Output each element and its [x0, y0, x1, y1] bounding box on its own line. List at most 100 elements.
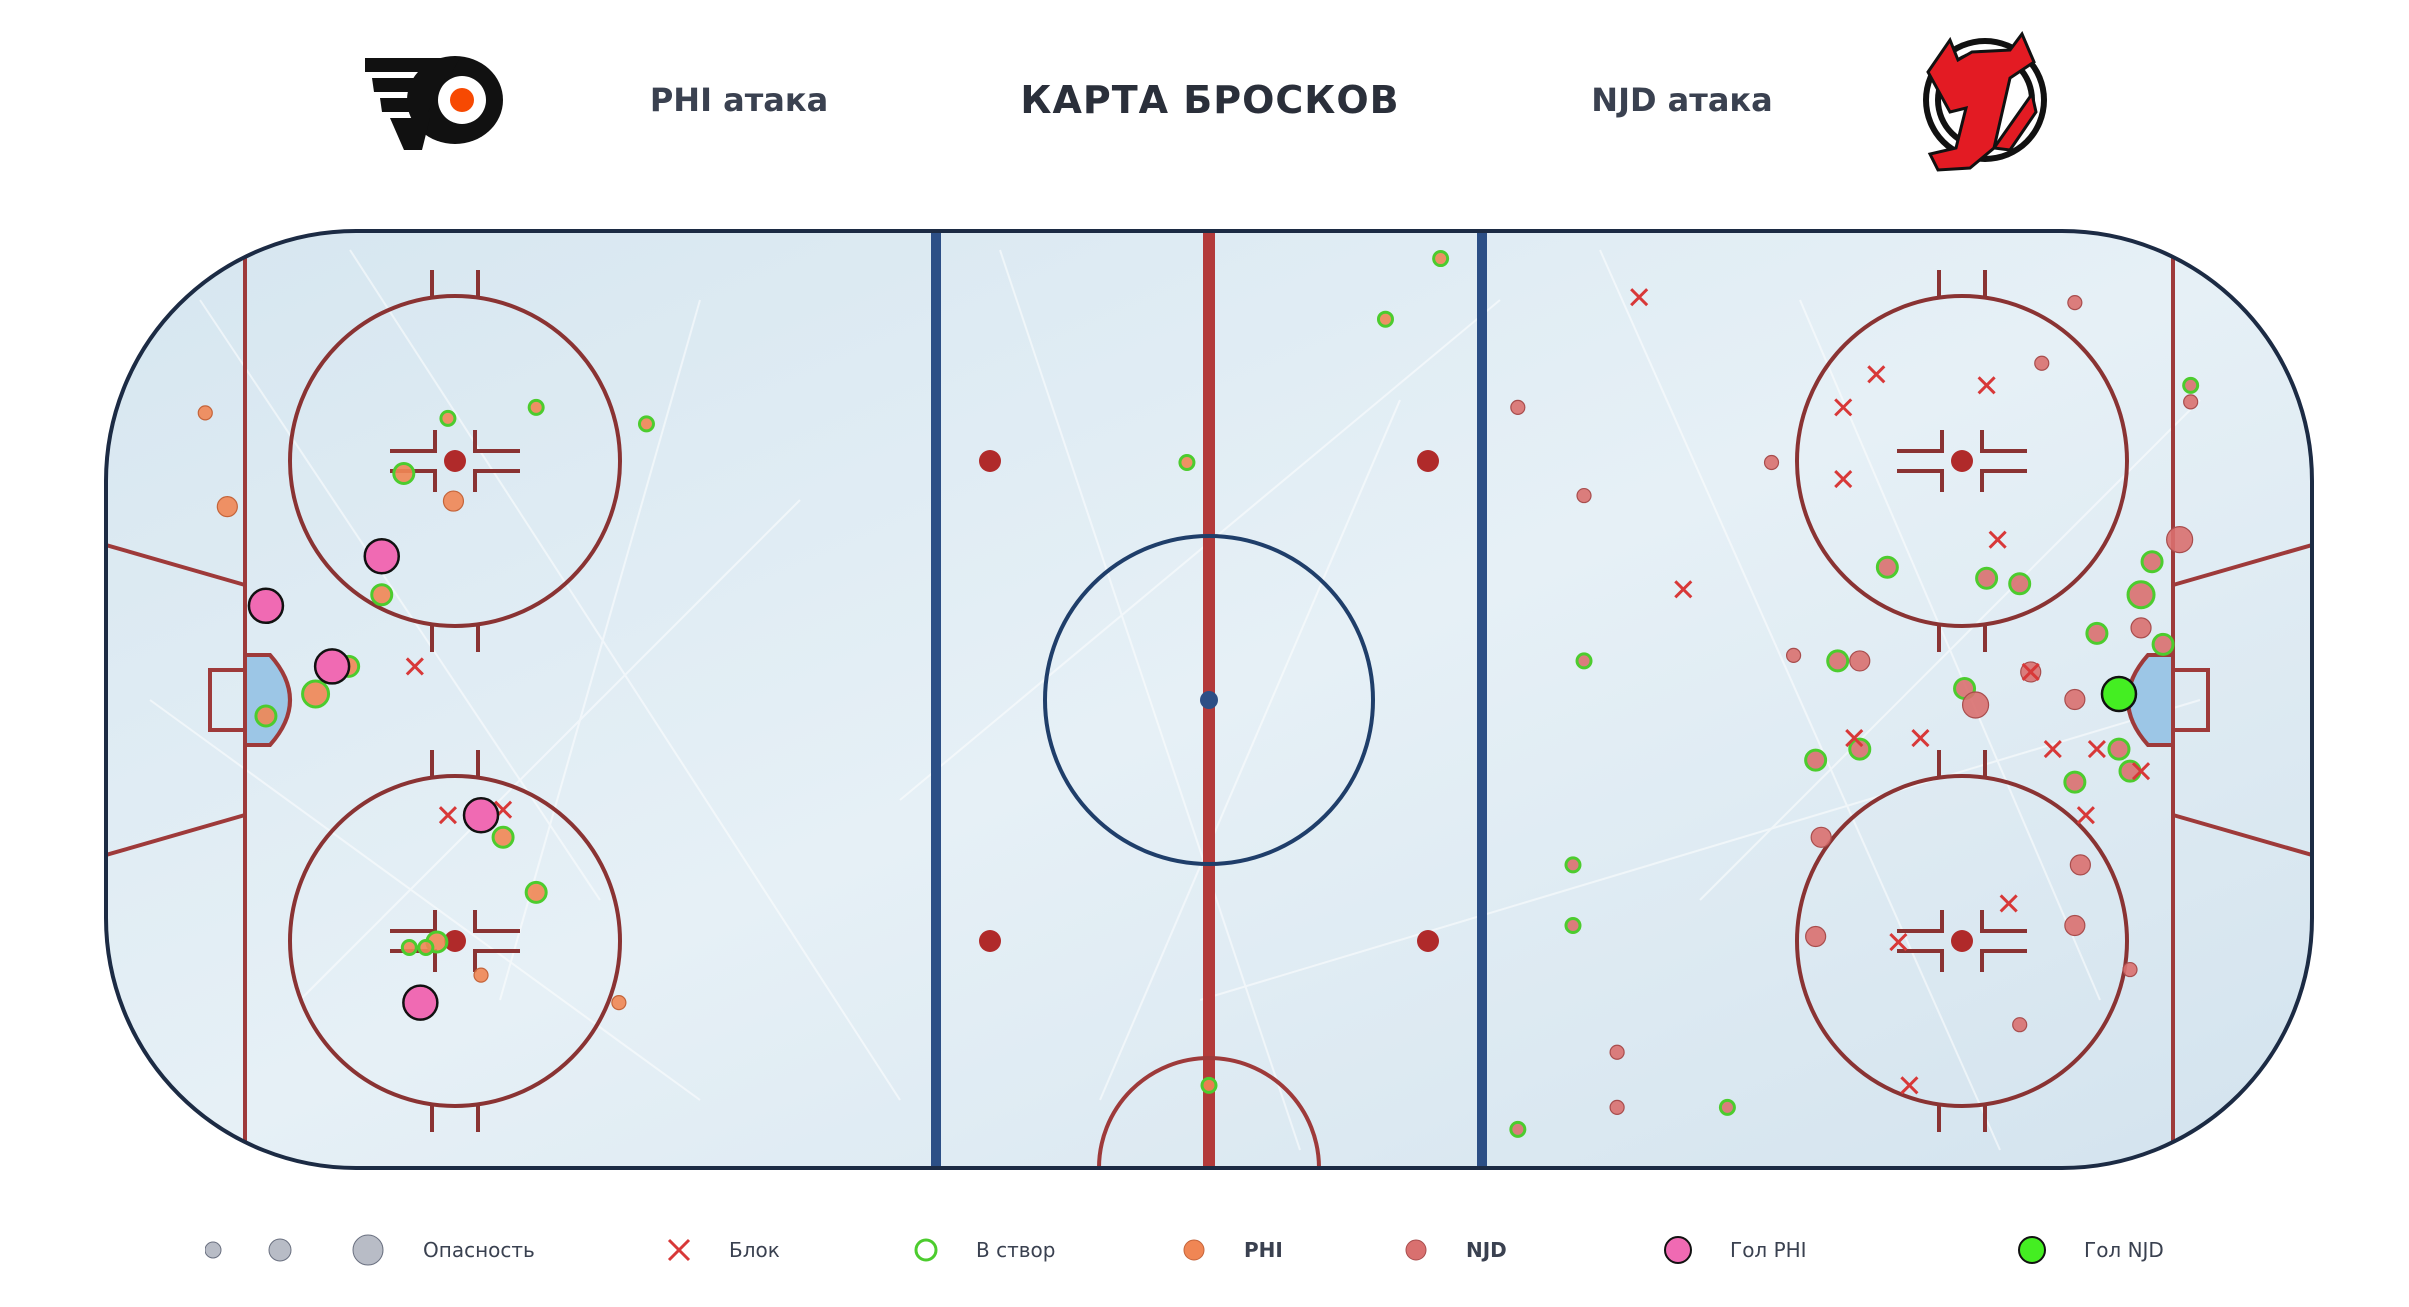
block-mark-0 [405, 657, 424, 676]
block-mark-5 [1834, 398, 1853, 417]
njd-shot-35 [2122, 961, 2138, 978]
block-mark-12 [1911, 729, 1930, 748]
block-mark-19 [1900, 1076, 1919, 1095]
legend-danger-label: Опасность [423, 1238, 535, 1262]
phi-attack-label: PHI атака [649, 81, 829, 119]
phi-dot-icon [1183, 1239, 1205, 1261]
legend-phi-label: PHI [1244, 1238, 1283, 1262]
danger-size-icon [205, 1234, 384, 1266]
block-mark-10 [2021, 662, 2040, 682]
njd-shot-31 [1564, 856, 1582, 874]
njd-shot-5 [2182, 376, 2200, 394]
phi-shot-14 [417, 939, 435, 957]
goal-phi-0 [363, 537, 400, 575]
phi-shot-12 [524, 880, 548, 904]
legend-goal-phi: Гол PHI [1662, 1234, 1807, 1266]
njd-shot-26 [2107, 737, 2131, 761]
njd-shot-22 [1826, 649, 1850, 673]
njd-shot-23 [1849, 650, 1871, 672]
njd-shot-8 [2140, 550, 2164, 574]
block-mark-17 [1999, 894, 2018, 913]
legend-on-target-label: В створ [976, 1238, 1056, 1262]
goal-phi-icon [1664, 1236, 1692, 1264]
devils-logo [1923, 31, 2047, 172]
njd-shot-25 [1848, 737, 1872, 761]
njd-shot-3 [2067, 295, 2083, 311]
njd-shot-24 [1804, 748, 1828, 772]
legend-block-label: Блок [729, 1238, 780, 1262]
njd-shot-34 [2064, 914, 2086, 937]
block-mark-8 [1674, 580, 1693, 599]
njd-shot-9 [2126, 580, 2156, 610]
phi-shot-2 [392, 462, 416, 486]
phi-shot-10 [254, 704, 278, 728]
block-mark-9 [1988, 530, 2007, 549]
njd-shot-36 [2012, 1017, 2028, 1033]
phi-shot-19 [1376, 310, 1394, 328]
legend-block: Блок [665, 1236, 780, 1264]
njd-shot-32 [1564, 916, 1582, 934]
njd-shot-38 [1609, 1099, 1625, 1115]
phi-shot-16 [473, 967, 489, 983]
phi-shot-1 [216, 495, 238, 518]
block-mark-18 [1889, 932, 1908, 952]
phi-shot-20 [1432, 250, 1450, 268]
phi-shot-5 [637, 415, 655, 433]
header: PHI атака КАРТА БРОСКОВ NJD атака [0, 0, 2409, 220]
phi-shot-3 [442, 490, 465, 512]
phi-shot-4 [439, 409, 457, 427]
legend-njd-label: NJD [1466, 1238, 1507, 1262]
block-mark-1 [438, 806, 457, 825]
goal-phi-2 [313, 648, 351, 685]
legend-danger: Опасность [205, 1233, 535, 1267]
phi-shot-7 [370, 583, 394, 607]
block-mark-13 [2043, 740, 2062, 759]
goal-njd-icon [2018, 1236, 2046, 1264]
njd-shot-0 [1510, 399, 1526, 415]
njd-shot-4 [2034, 355, 2050, 371]
legend-goal-njd-label: Гол NJD [2084, 1238, 2164, 1262]
njd-shot-11 [2130, 617, 2152, 639]
njd-shot-21 [1785, 647, 1802, 664]
njd-shot-14 [2064, 688, 2086, 711]
njd-shot-17 [1875, 555, 1899, 579]
block-mark-7 [1834, 469, 1853, 489]
block-mark-6 [1977, 376, 1996, 395]
njd-shot-6 [2183, 394, 2199, 410]
njd-shot-30 [2069, 854, 2091, 876]
njd-shot-29 [1810, 826, 1832, 848]
legend-njd: NJD [1402, 1236, 1507, 1264]
njd-shot-40 [1509, 1120, 1527, 1138]
njd-dot-icon [1405, 1239, 1427, 1261]
block-mark-14 [2087, 740, 2106, 759]
njd-shot-33 [1805, 925, 1827, 948]
njd-shot-7 [2166, 526, 2194, 554]
legend-goal-phi-label: Гол PHI [1730, 1238, 1807, 1262]
block-mark-3 [1630, 288, 1649, 307]
goal-phi-4 [402, 984, 439, 1021]
block-mark-4 [1867, 365, 1886, 384]
block-mark-16 [2076, 806, 2095, 825]
block-mark-15 [2131, 762, 2151, 781]
njd-shot-10 [2085, 621, 2109, 645]
chart-title: КАРТА БРОСКОВ [1020, 78, 1400, 122]
block-mark-11 [1845, 729, 1864, 748]
legend-on-target: В створ [912, 1236, 1055, 1264]
phi-shot-17 [611, 995, 627, 1011]
njd-shot-18 [1975, 566, 1999, 590]
on-target-ring-icon [914, 1238, 938, 1262]
njd-shot-19 [2008, 572, 2032, 596]
phi-shot-15 [400, 939, 418, 957]
njd-shot-2 [1763, 454, 1780, 471]
goal-phi-3 [462, 796, 500, 834]
phi-shot-11 [491, 825, 515, 849]
shots-layer [197, 250, 2200, 1138]
rink-surface [104, 229, 2314, 1170]
goal-phi-1 [247, 587, 285, 625]
phi-shot-18 [1178, 453, 1196, 471]
phi-shot-0 [197, 405, 213, 421]
njd-shot-20 [1575, 652, 1593, 670]
legend: Опасность Блок В створ PHI NJD Гол PHI [0, 1215, 2409, 1285]
phi-shot-6 [527, 398, 545, 416]
